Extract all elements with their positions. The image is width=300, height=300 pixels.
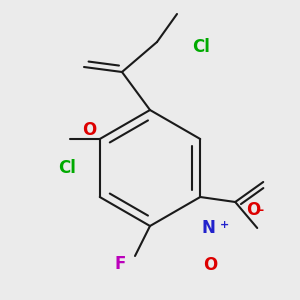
Text: +: +	[220, 220, 229, 230]
Text: O: O	[246, 201, 260, 219]
Text: Cl: Cl	[192, 38, 210, 56]
Text: F: F	[114, 255, 126, 273]
Text: -: -	[258, 204, 263, 217]
Text: O: O	[82, 121, 96, 139]
Text: Cl: Cl	[58, 159, 76, 177]
Text: N: N	[201, 219, 215, 237]
Text: O: O	[203, 256, 217, 274]
